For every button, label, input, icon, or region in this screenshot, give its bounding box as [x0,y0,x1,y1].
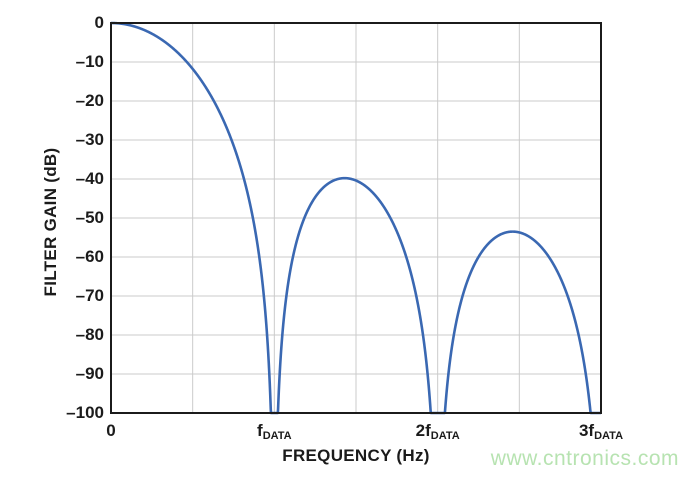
y-tick-label: –90 [75,364,104,383]
plot-border [110,22,602,414]
y-tick-label: –100 [66,403,104,422]
x-axis-title: FREQUENCY (Hz) [282,446,430,465]
x-tick-label: 2fDATA [415,421,460,442]
y-tick-label: –80 [75,325,104,344]
y-tick-label: –70 [75,286,104,305]
filter-gain-curve [109,21,603,415]
x-tick-label: 0 [106,421,116,440]
watermark: www.cntronics.com [490,447,679,470]
x-tick-label: fDATA [257,421,292,442]
y-tick-label: 0 [94,13,104,32]
y-tick-label: –30 [75,130,104,149]
y-tick-label: –20 [75,91,104,110]
y-axis-title: FILTER GAIN (dB) [41,147,60,297]
x-tick-label: 3fDATA [578,421,624,442]
y-tick-label: –40 [75,169,104,188]
y-tick-label: –60 [75,247,104,266]
y-tick-label: –50 [75,208,104,227]
y-tick-label: –10 [75,52,104,71]
